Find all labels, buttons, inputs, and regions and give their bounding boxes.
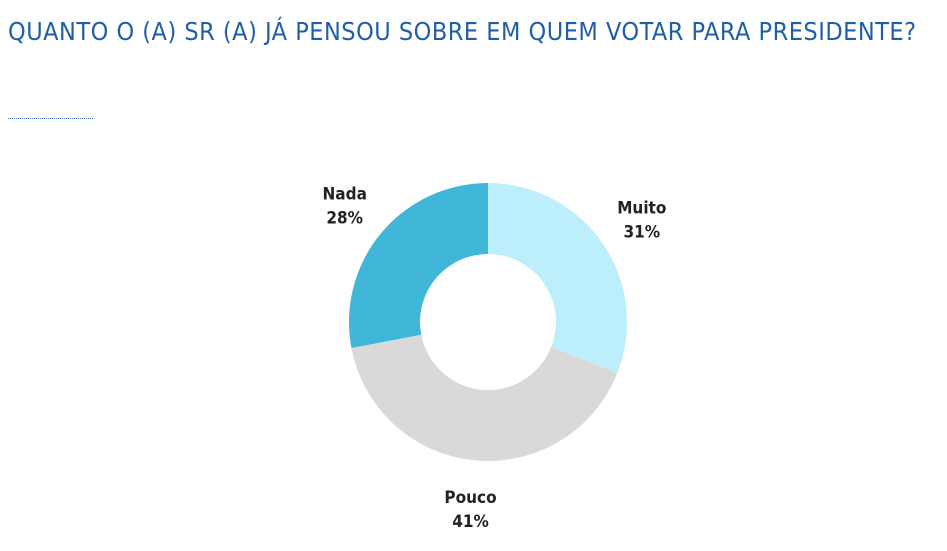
chart-labels: Muito 31% Pouco 41% Nada 28% xyxy=(323,184,667,532)
slice-label-muito: Muito 31% xyxy=(617,199,666,243)
slice-pouco xyxy=(351,322,618,462)
slice-category-nada: Nada xyxy=(323,184,367,204)
donut-hole xyxy=(420,254,556,390)
slice-value-nada: 28% xyxy=(326,208,363,228)
page-title: QUANTO O (A) SR (A) JÁ PENSOU SOBRE EM Q… xyxy=(8,17,917,46)
slice-value-pouco: 41% xyxy=(452,512,489,532)
slice-label-pouco: Pouco 41% xyxy=(444,488,496,532)
slice-category-pouco: Pouco xyxy=(444,488,496,508)
slice-value-muito: 31% xyxy=(623,223,660,243)
title-divider xyxy=(8,118,93,119)
slice-label-nada: Nada 28% xyxy=(323,184,367,228)
slice-category-muito: Muito xyxy=(617,199,666,219)
